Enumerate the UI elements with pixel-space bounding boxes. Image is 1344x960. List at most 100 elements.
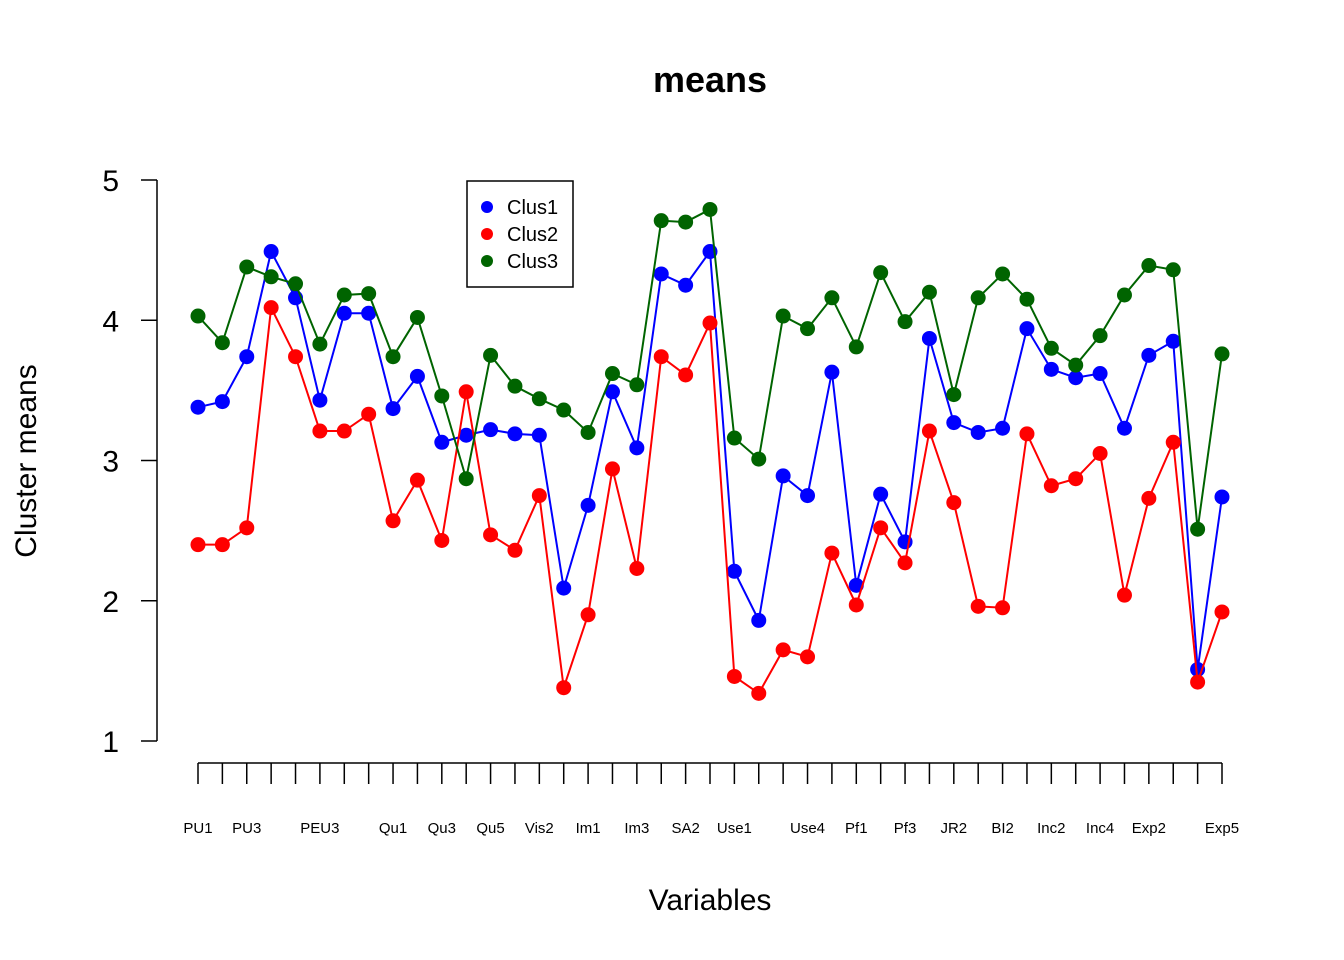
data-point — [1141, 258, 1157, 274]
data-point — [1165, 333, 1181, 349]
data-point — [507, 378, 523, 394]
data-point — [531, 427, 547, 443]
data-point — [434, 434, 450, 450]
legend-label: Clus3 — [507, 251, 558, 273]
x-tick-label: Qu1 — [379, 820, 407, 837]
legend-label: Clus2 — [507, 224, 558, 246]
data-point — [702, 315, 718, 331]
data-point — [678, 367, 694, 383]
data-point — [288, 349, 304, 365]
data-point — [239, 259, 255, 275]
data-point — [580, 424, 596, 440]
data-point — [726, 430, 742, 446]
data-point — [1214, 604, 1230, 620]
data-point — [483, 347, 499, 363]
data-point — [995, 420, 1011, 436]
data-point — [1141, 347, 1157, 363]
data-point — [653, 213, 669, 229]
x-tick-label: Exp5 — [1205, 820, 1239, 837]
data-point — [775, 642, 791, 658]
x-axis-title: Variables — [649, 884, 772, 917]
y-tick-label: 5 — [102, 165, 119, 198]
data-point — [1068, 357, 1084, 373]
data-point — [531, 391, 547, 407]
data-point — [409, 368, 425, 384]
data-point — [580, 497, 596, 513]
data-point — [385, 349, 401, 365]
data-point — [653, 349, 669, 365]
data-point — [1043, 478, 1059, 494]
data-point — [1190, 674, 1206, 690]
data-point — [604, 384, 620, 400]
data-point — [361, 286, 377, 302]
legend-marker — [481, 228, 493, 240]
x-tick-label: Vis2 — [525, 820, 554, 837]
data-point — [458, 427, 474, 443]
data-point — [1214, 489, 1230, 505]
data-point — [921, 284, 937, 300]
data-point — [824, 290, 840, 306]
data-point — [897, 314, 913, 330]
x-tick-label: Pf3 — [894, 820, 917, 837]
data-point — [336, 305, 352, 321]
data-point — [312, 423, 328, 439]
data-point — [1043, 340, 1059, 356]
data-point — [556, 680, 572, 696]
x-tick-label: Inc2 — [1037, 820, 1065, 837]
data-point — [458, 384, 474, 400]
data-point — [239, 520, 255, 536]
data-point — [336, 287, 352, 303]
data-point — [800, 321, 816, 337]
y-axis-title: Cluster means — [10, 364, 43, 557]
data-point — [970, 424, 986, 440]
data-point — [434, 388, 450, 404]
x-tick-label: PU3 — [232, 820, 261, 837]
y-axis: 1 2 3 4 5 — [102, 165, 158, 759]
data-point — [726, 668, 742, 684]
data-point — [873, 265, 889, 281]
data-point — [1190, 521, 1206, 537]
data-point — [556, 580, 572, 596]
data-point — [824, 545, 840, 561]
x-tick-label: Qu3 — [428, 820, 456, 837]
x-tick-label: Use1 — [717, 820, 752, 837]
data-point — [214, 335, 230, 351]
data-point — [507, 542, 523, 558]
data-point — [604, 461, 620, 477]
data-point — [1019, 291, 1035, 307]
y-tick-label: 3 — [102, 446, 119, 479]
data-point — [1019, 321, 1035, 337]
data-point — [409, 309, 425, 325]
data-point — [726, 563, 742, 579]
data-point — [995, 600, 1011, 616]
series-clus3 — [190, 201, 1230, 537]
data-point — [873, 520, 889, 536]
x-tick-label: PEU3 — [300, 820, 339, 837]
data-point — [1116, 587, 1132, 603]
data-point — [361, 406, 377, 422]
series-clus1 — [190, 244, 1230, 677]
series-layer — [190, 201, 1230, 701]
data-point — [385, 401, 401, 417]
data-point — [1214, 346, 1230, 362]
data-point — [848, 577, 864, 593]
data-point — [1165, 434, 1181, 450]
data-point — [702, 201, 718, 217]
data-point — [1092, 366, 1108, 382]
data-point — [263, 300, 279, 316]
x-tick-label: Im1 — [576, 820, 601, 837]
data-point — [629, 377, 645, 393]
x-tick-label: SA2 — [671, 820, 699, 837]
data-point — [848, 339, 864, 355]
data-point — [970, 290, 986, 306]
x-axis: PU1 PU3 PEU3 Qu1 Qu3 Qu5 Vis2 Im1 Im3 SA2 Use1 Use4… — [183, 762, 1239, 837]
legend-label: Clus1 — [507, 197, 558, 219]
x-tick-label: Inc4 — [1086, 820, 1114, 837]
series-clus2 — [190, 300, 1230, 701]
data-point — [263, 244, 279, 260]
y-tick-label: 4 — [102, 305, 119, 338]
x-tick-label: Exp2 — [1132, 820, 1166, 837]
data-point — [312, 392, 328, 408]
x-tick-label: Qu5 — [476, 820, 504, 837]
data-point — [312, 336, 328, 352]
